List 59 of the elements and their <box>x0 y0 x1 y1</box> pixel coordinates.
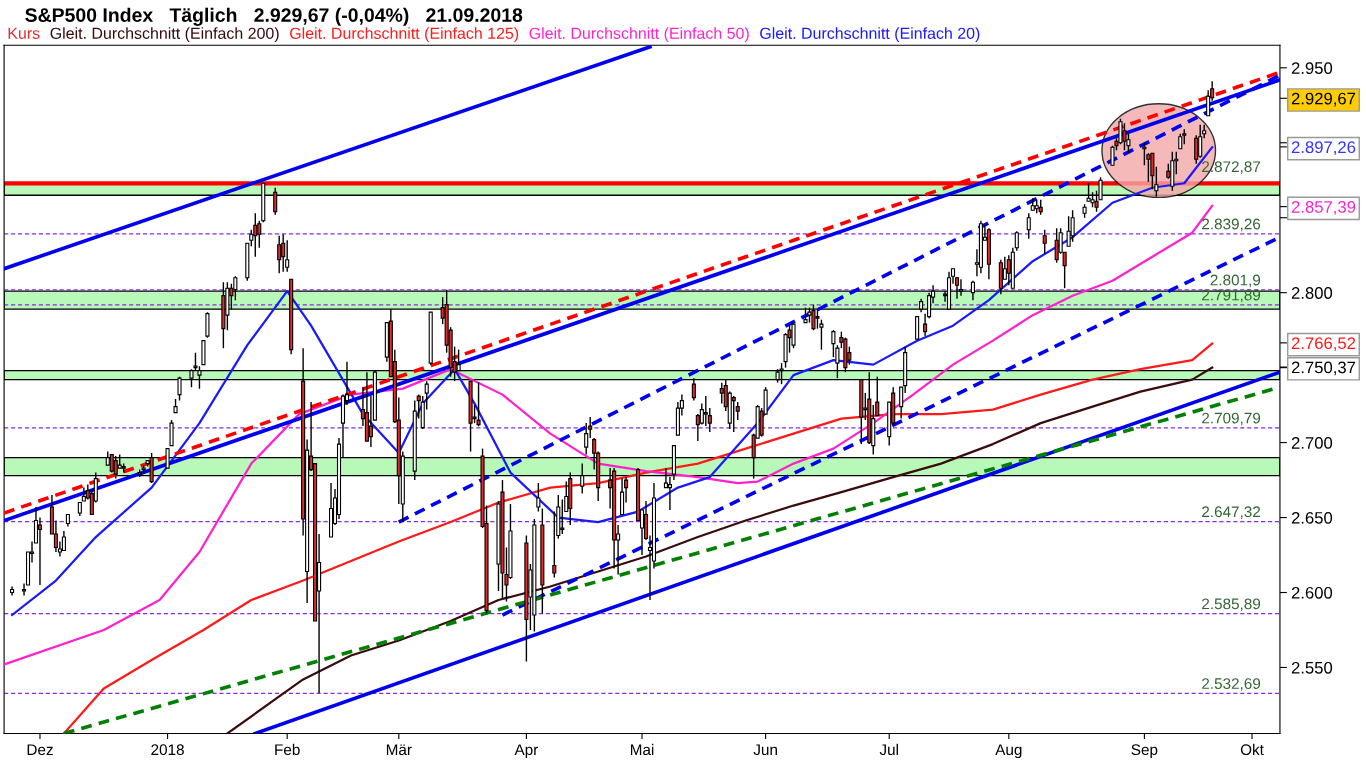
candlestick <box>205 311 210 339</box>
y-tick-label: 2.600 <box>1291 586 1333 599</box>
y-tick-label: 2.857,39 <box>1291 201 1356 215</box>
x-tick-label: Apr <box>514 744 539 759</box>
y-tick-label: 2.950 <box>1291 62 1333 74</box>
x-tick-label: Mai <box>630 743 654 756</box>
y-tick-label: 2.766,52 <box>1291 337 1356 352</box>
ref-line-label: 2.801,9 <box>1210 274 1261 288</box>
y-tick-label: 2.929,67 <box>1291 92 1356 107</box>
y-tick-label: 2.550 <box>1291 661 1333 674</box>
text: Gleit. Durchschnitt (Einfach 125) <box>290 27 519 43</box>
chart-title: S&P500 Index Täglich 2.929,67 (-0,04%) 21.09.2018 <box>25 7 523 26</box>
candlestick <box>1006 254 1011 286</box>
text: Gleit. Durchschnitt (Einfach 20) <box>760 27 980 43</box>
candlestick <box>277 235 282 274</box>
candlestick <box>1014 230 1019 252</box>
candlestick <box>1194 134 1199 165</box>
x-tick-label: Aug <box>995 744 1022 759</box>
candlestick <box>719 381 724 405</box>
x-tick-label: 2018 <box>151 744 184 756</box>
text: Gleit. Durchschnitt (Einfach 50) <box>529 27 749 43</box>
y-tick-label: 2.650 <box>1291 511 1333 524</box>
y-tick-label: 2.897,26 <box>1291 141 1356 156</box>
y-tick-label: 2.700 <box>1291 437 1333 449</box>
ref-line-label: 2.532,69 <box>1202 678 1261 691</box>
ref-line-label: 2.791,89 <box>1202 289 1261 303</box>
x-tick-label: Sep <box>1131 744 1158 759</box>
candlestick <box>1142 142 1147 166</box>
candlestick <box>476 381 481 427</box>
ref-line-label: 2.647,32 <box>1202 506 1261 519</box>
x-tick-label: Dez <box>27 744 53 756</box>
text: Gleit. Durchschnitt (Einfach 200) <box>50 27 279 43</box>
candlestick <box>1026 212 1031 240</box>
candlestick <box>791 323 796 349</box>
y-tick-label: 2.800 <box>1291 287 1333 299</box>
candlestick <box>281 233 286 273</box>
candlestick <box>1122 122 1127 151</box>
candlestick <box>731 395 736 433</box>
candlestick <box>915 315 920 340</box>
candlestick <box>536 482 541 513</box>
x-tick-label: Mär <box>386 744 412 756</box>
x-tick-label: Feb <box>275 743 300 756</box>
candlestick <box>37 516 43 586</box>
candlestick <box>169 419 174 447</box>
ref-line-label: 2.585,89 <box>1202 598 1261 612</box>
candlestick <box>552 510 557 579</box>
ref-line-label: 2.839,26 <box>1202 218 1261 232</box>
ref-line-label: 2.709,79 <box>1202 412 1261 426</box>
y-tick-label: 2.750,37 <box>1291 361 1356 376</box>
candlestick <box>1054 227 1059 264</box>
x-tick-label: Jul <box>879 743 898 756</box>
text: Kurs <box>8 27 40 39</box>
candlestick <box>1042 229 1047 255</box>
candlestick <box>1070 209 1075 243</box>
candlestick <box>201 340 206 366</box>
x-tick-label: Okt <box>1240 743 1264 756</box>
x-tick-label: Jun <box>753 744 777 756</box>
candlestick <box>253 212 258 258</box>
candlestick <box>560 498 565 535</box>
